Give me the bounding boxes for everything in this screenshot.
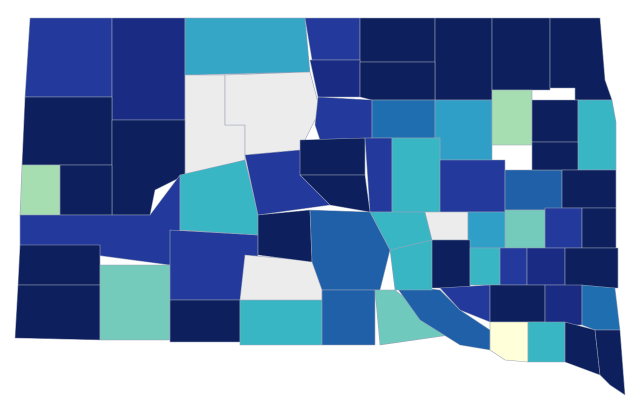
county — [359, 17, 436, 63]
county — [19, 164, 61, 216]
county — [544, 207, 583, 249]
county — [581, 207, 617, 249]
county — [489, 321, 529, 363]
county — [504, 209, 546, 249]
county — [99, 264, 171, 341]
county — [17, 244, 101, 286]
county — [594, 329, 626, 396]
county — [577, 99, 617, 171]
county — [184, 17, 311, 76]
county — [169, 299, 241, 343]
county — [491, 17, 551, 91]
county — [467, 211, 506, 249]
county — [527, 321, 566, 363]
county — [504, 169, 563, 211]
county — [489, 284, 546, 323]
county — [111, 17, 186, 121]
county — [564, 247, 619, 289]
county — [391, 137, 441, 213]
county — [544, 284, 583, 326]
county — [531, 99, 579, 143]
county — [434, 17, 493, 101]
county — [581, 284, 621, 331]
county — [257, 209, 313, 263]
county — [424, 211, 469, 241]
county — [314, 96, 373, 141]
county — [371, 99, 436, 139]
county — [304, 17, 361, 61]
county — [24, 17, 113, 98]
county — [14, 284, 101, 341]
county — [434, 99, 493, 161]
county — [364, 137, 393, 213]
county — [299, 137, 366, 176]
county — [359, 61, 436, 101]
county — [561, 169, 617, 209]
county — [431, 239, 471, 289]
county — [491, 89, 533, 146]
county — [526, 247, 566, 286]
county — [239, 299, 323, 346]
county — [21, 96, 113, 166]
county — [389, 239, 433, 291]
county — [531, 141, 579, 171]
county — [59, 164, 113, 216]
county — [469, 247, 501, 286]
county — [549, 17, 613, 101]
county — [321, 289, 376, 346]
county — [309, 59, 361, 98]
county — [499, 247, 528, 286]
county — [439, 159, 506, 213]
